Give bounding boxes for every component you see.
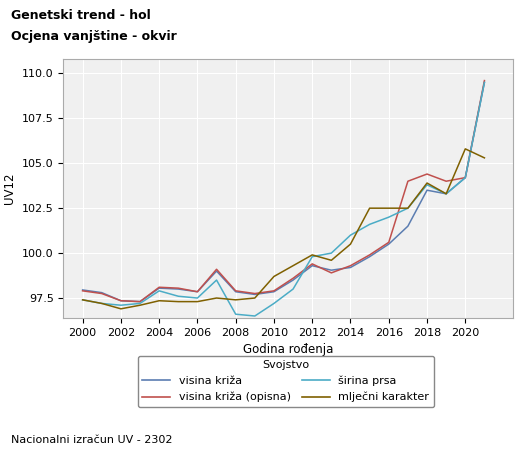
Y-axis label: UV12: UV12 (4, 173, 16, 204)
X-axis label: Godina rođenja: Godina rođenja (243, 343, 333, 356)
Text: Ocjena vanjštine - okvir: Ocjena vanjštine - okvir (11, 30, 176, 43)
Text: Nacionalni izračun UV - 2302: Nacionalni izračun UV - 2302 (11, 435, 172, 445)
Legend: visina križa, visina križa (opisna), širina prsa, mlječni karakter: visina križa, visina križa (opisna), šir… (138, 356, 434, 407)
Text: Genetski trend - hol: Genetski trend - hol (11, 9, 150, 22)
